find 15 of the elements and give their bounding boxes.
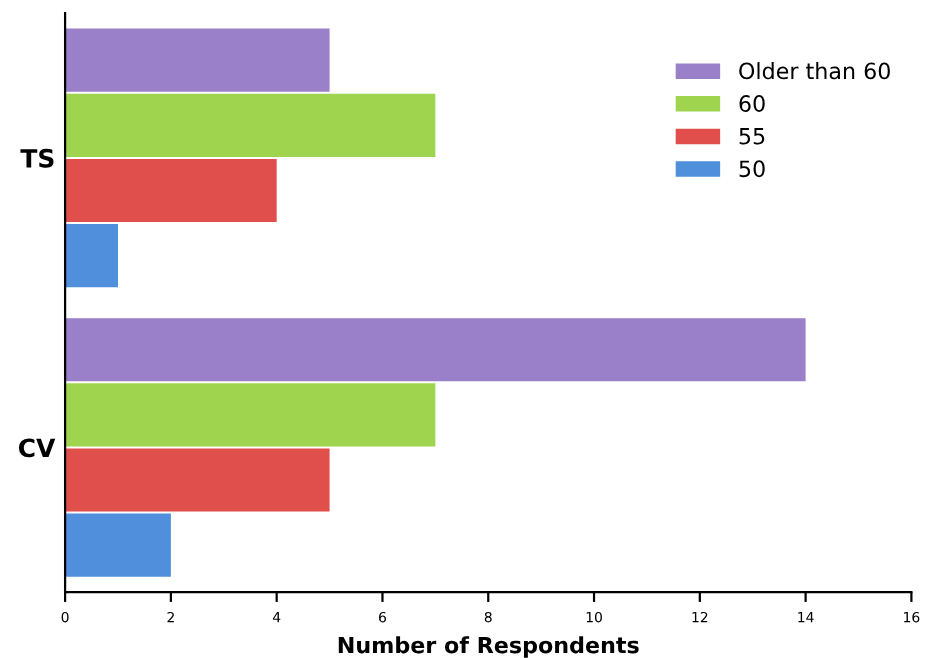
bar xyxy=(65,513,171,577)
legend-label: 50 xyxy=(739,160,765,178)
legend-label: Older than 60 xyxy=(739,62,890,80)
y-tick-label: CV xyxy=(18,438,56,458)
bar xyxy=(65,158,277,223)
x-axis-title: Number of Respondents xyxy=(338,636,639,658)
legend-label: 60 xyxy=(739,95,765,112)
bar xyxy=(65,383,436,447)
bar xyxy=(65,28,330,92)
bar xyxy=(65,448,330,512)
bar xyxy=(65,93,436,157)
bar xyxy=(65,318,806,382)
y-tick-label: TS xyxy=(20,148,54,168)
bar xyxy=(65,224,118,288)
legend-label: 55 xyxy=(739,128,765,145)
